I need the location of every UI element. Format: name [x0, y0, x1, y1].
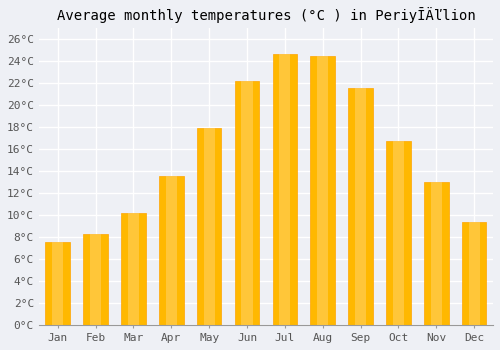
Bar [317, 56, 328, 326]
Bar [272, 54, 297, 326]
Bar [197, 128, 222, 326]
Bar [90, 234, 101, 326]
Bar [462, 222, 486, 326]
Bar [430, 182, 442, 326]
Bar [128, 213, 139, 326]
Bar [166, 176, 177, 326]
Bar [234, 81, 260, 326]
Bar [468, 222, 479, 326]
Bar [46, 242, 70, 326]
Bar [355, 88, 366, 326]
Bar [280, 54, 290, 326]
Bar [204, 128, 214, 326]
Bar [348, 88, 373, 326]
Bar [242, 81, 252, 326]
Bar [52, 242, 64, 326]
Title: Average monthly temperatures (°C ) in PeriyĪÄľlion: Average monthly temperatures (°C ) in Pe… [56, 7, 476, 23]
Bar [159, 176, 184, 326]
Bar [386, 140, 410, 326]
Bar [310, 56, 335, 326]
Bar [121, 213, 146, 326]
Bar [84, 234, 108, 326]
Bar [393, 140, 404, 326]
Bar [424, 182, 448, 326]
